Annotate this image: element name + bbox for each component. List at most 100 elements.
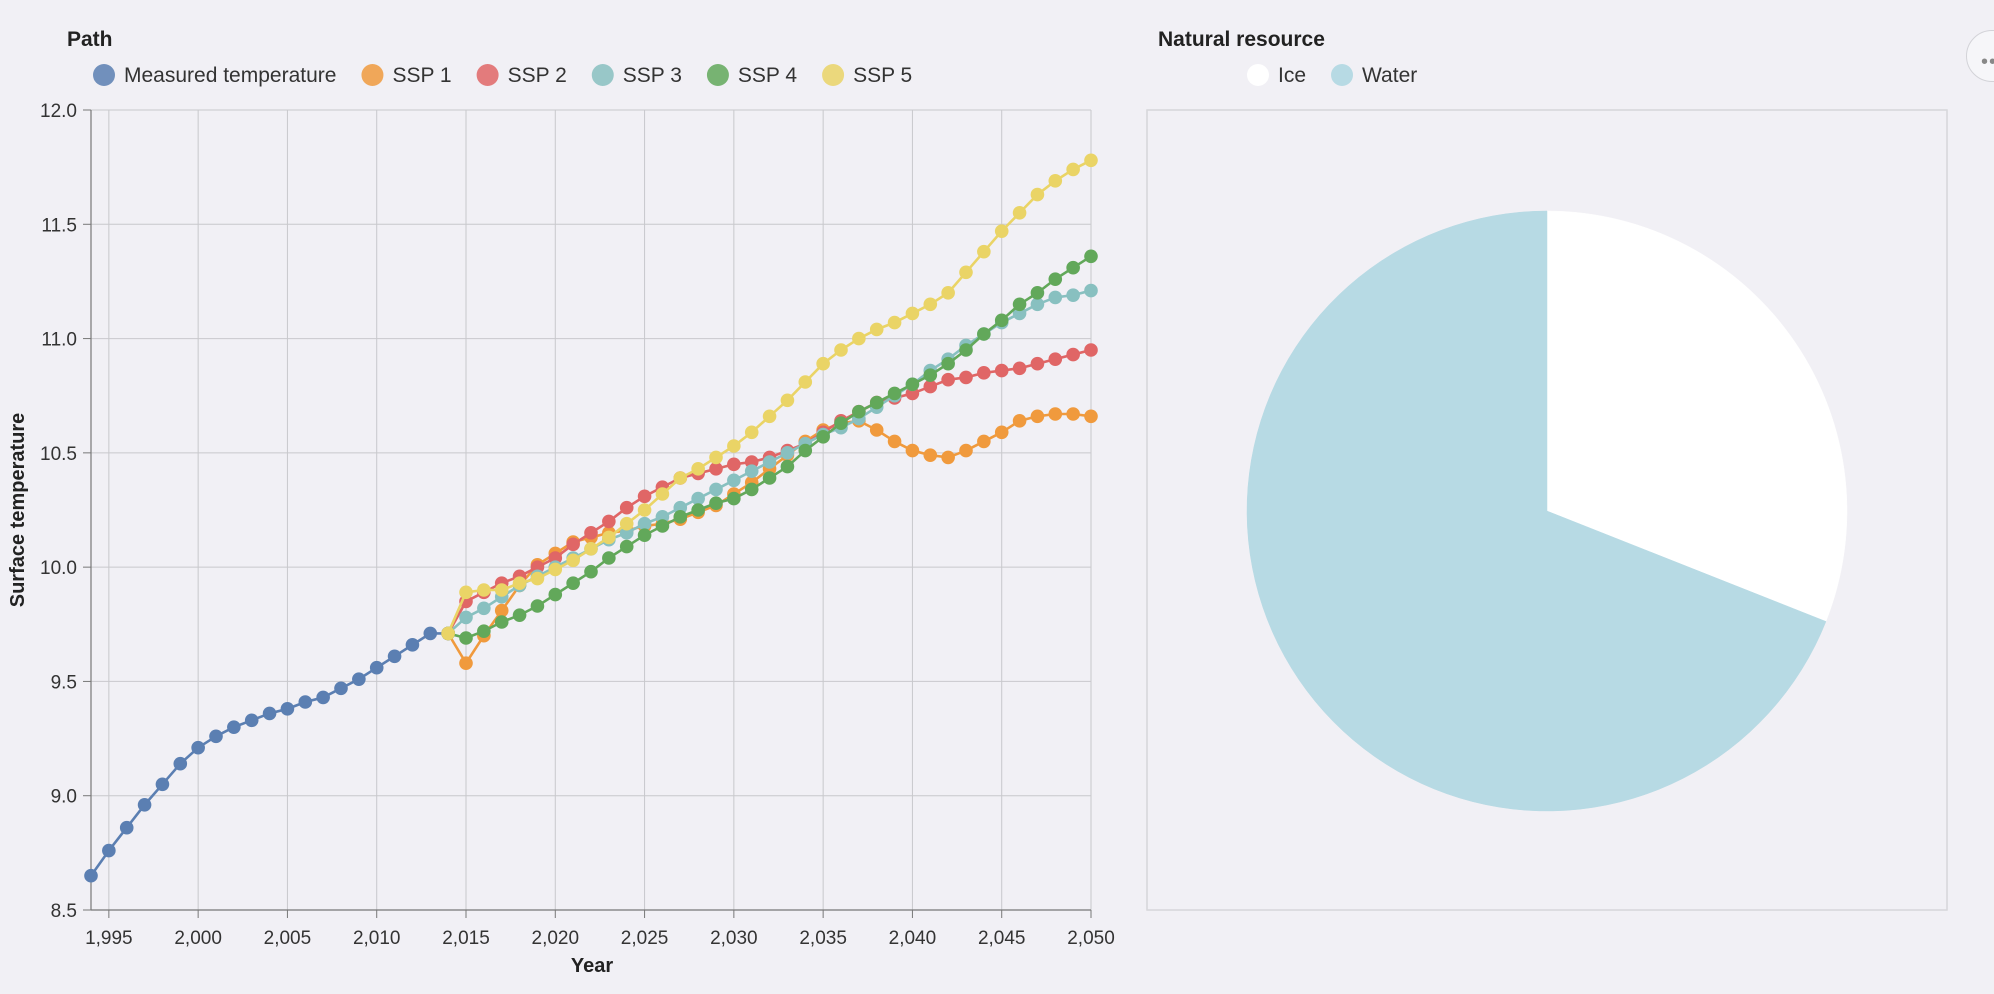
- data-point-ssp-5[interactable]: [619, 516, 634, 531]
- data-point-ssp-4[interactable]: [852, 404, 866, 419]
- data-point-measured-temperature[interactable]: [244, 713, 259, 728]
- data-point-ssp-3[interactable]: [637, 516, 652, 531]
- data-point-ssp-2[interactable]: [727, 457, 741, 472]
- legend-item-ssp-2[interactable]: SSP 2: [476, 64, 567, 87]
- data-point-measured-temperature[interactable]: [173, 756, 188, 771]
- data-point-ssp-5[interactable]: [762, 409, 777, 424]
- data-point-ssp-5[interactable]: [1030, 187, 1045, 202]
- data-point-ssp-2[interactable]: [584, 526, 598, 540]
- data-point-ssp-4[interactable]: [691, 503, 705, 517]
- data-point-ssp-2[interactable]: [1030, 356, 1045, 371]
- data-point-ssp-5[interactable]: [1066, 162, 1080, 177]
- data-point-measured-temperature[interactable]: [155, 777, 170, 792]
- data-point-ssp-3[interactable]: [709, 482, 723, 497]
- legend-item-ice[interactable]: Ice: [1247, 64, 1306, 87]
- data-point-ssp-4[interactable]: [566, 576, 580, 590]
- data-point-ssp-2[interactable]: [923, 379, 938, 394]
- data-point-ssp-2[interactable]: [1084, 343, 1098, 357]
- data-point-ssp-5[interactable]: [834, 343, 848, 357]
- legend-item-ssp-4[interactable]: SSP 4: [706, 64, 797, 87]
- data-point-ssp-2[interactable]: [566, 537, 580, 552]
- data-point-measured-temperature[interactable]: [84, 868, 98, 883]
- data-point-measured-temperature[interactable]: [209, 729, 223, 744]
- data-point-ssp-5[interactable]: [727, 439, 741, 453]
- data-point-measured-temperature[interactable]: [262, 706, 277, 721]
- legend-item-water[interactable]: Water: [1331, 64, 1417, 87]
- data-point-ssp-4[interactable]: [727, 491, 741, 506]
- data-point-ssp-5[interactable]: [441, 626, 455, 641]
- data-point-measured-temperature[interactable]: [102, 843, 116, 858]
- data-point-ssp-5[interactable]: [655, 487, 670, 501]
- data-point-ssp-5[interactable]: [709, 450, 723, 465]
- data-point-ssp-2[interactable]: [637, 489, 652, 504]
- data-point-ssp-4[interactable]: [548, 587, 563, 602]
- data-point-ssp-2[interactable]: [959, 370, 973, 385]
- data-point-ssp-1[interactable]: [494, 603, 509, 618]
- data-point-ssp-5[interactable]: [602, 530, 616, 545]
- data-point-ssp-1[interactable]: [1012, 414, 1027, 428]
- data-point-measured-temperature[interactable]: [387, 649, 402, 664]
- data-point-ssp-2[interactable]: [602, 514, 616, 529]
- data-point-ssp-2[interactable]: [941, 372, 955, 387]
- legend-item-ssp-3[interactable]: SSP 3: [591, 64, 682, 87]
- data-point-ssp-3[interactable]: [744, 464, 759, 478]
- data-point-ssp-5[interactable]: [798, 375, 813, 389]
- data-point-ssp-5[interactable]: [548, 562, 563, 577]
- data-point-ssp-1[interactable]: [977, 434, 991, 449]
- data-point-ssp-2[interactable]: [977, 366, 991, 380]
- data-point-ssp-4[interactable]: [887, 386, 902, 401]
- data-point-ssp-4[interactable]: [1048, 272, 1063, 286]
- data-point-ssp-1[interactable]: [1030, 409, 1045, 424]
- data-point-measured-temperature[interactable]: [405, 638, 420, 652]
- data-point-ssp-5[interactable]: [977, 244, 991, 259]
- pie-slice-ice[interactable]: [1546, 210, 1848, 622]
- data-point-ssp-4[interactable]: [744, 482, 759, 497]
- data-point-ssp-5[interactable]: [905, 306, 920, 321]
- data-point-ssp-4[interactable]: [869, 395, 884, 410]
- data-point-ssp-4[interactable]: [477, 624, 491, 638]
- data-point-ssp-2[interactable]: [619, 500, 634, 515]
- data-point-ssp-5[interactable]: [780, 393, 795, 408]
- data-point-ssp-5[interactable]: [941, 286, 955, 300]
- data-point-ssp-4[interactable]: [923, 368, 938, 382]
- data-point-ssp-3[interactable]: [1048, 290, 1063, 305]
- data-point-ssp-5[interactable]: [1012, 206, 1027, 220]
- data-point-ssp-3[interactable]: [727, 473, 741, 488]
- data-point-ssp-4[interactable]: [602, 551, 616, 565]
- data-point-ssp-1[interactable]: [1048, 407, 1063, 421]
- data-point-measured-temperature[interactable]: [119, 820, 134, 835]
- data-point-ssp-4[interactable]: [994, 313, 1009, 328]
- data-point-ssp-3[interactable]: [1084, 283, 1098, 298]
- data-point-ssp-5[interactable]: [566, 553, 580, 568]
- data-point-ssp-2[interactable]: [709, 462, 723, 476]
- data-point-ssp-5[interactable]: [1084, 153, 1098, 168]
- data-point-ssp-1[interactable]: [941, 450, 955, 465]
- data-point-ssp-5[interactable]: [494, 583, 509, 597]
- data-point-ssp-3[interactable]: [459, 610, 473, 625]
- data-point-ssp-4[interactable]: [816, 430, 830, 444]
- data-point-ssp-2[interactable]: [1012, 361, 1027, 376]
- data-point-ssp-1[interactable]: [459, 656, 473, 670]
- data-point-ssp-4[interactable]: [709, 496, 723, 510]
- data-point-ssp-1[interactable]: [923, 448, 938, 462]
- data-point-ssp-3[interactable]: [691, 491, 705, 506]
- data-point-ssp-4[interactable]: [977, 327, 991, 341]
- data-point-ssp-4[interactable]: [762, 471, 777, 485]
- data-point-ssp-3[interactable]: [1030, 297, 1045, 312]
- data-point-ssp-5[interactable]: [852, 331, 866, 346]
- data-point-measured-temperature[interactable]: [423, 626, 438, 641]
- data-point-ssp-5[interactable]: [459, 585, 473, 600]
- data-point-ssp-4[interactable]: [530, 599, 545, 613]
- data-point-measured-temperature[interactable]: [352, 672, 366, 686]
- data-point-ssp-4[interactable]: [584, 564, 598, 579]
- data-point-ssp-5[interactable]: [637, 503, 652, 517]
- data-point-ssp-4[interactable]: [834, 416, 848, 430]
- data-point-ssp-5[interactable]: [584, 542, 598, 556]
- pie-slice-water[interactable]: [1246, 210, 1827, 812]
- data-point-measured-temperature[interactable]: [369, 660, 384, 675]
- data-point-ssp-2[interactable]: [994, 363, 1009, 378]
- data-point-measured-temperature[interactable]: [137, 798, 152, 812]
- data-point-ssp-4[interactable]: [1066, 260, 1080, 275]
- data-point-ssp-4[interactable]: [673, 510, 688, 524]
- data-point-ssp-4[interactable]: [512, 608, 527, 622]
